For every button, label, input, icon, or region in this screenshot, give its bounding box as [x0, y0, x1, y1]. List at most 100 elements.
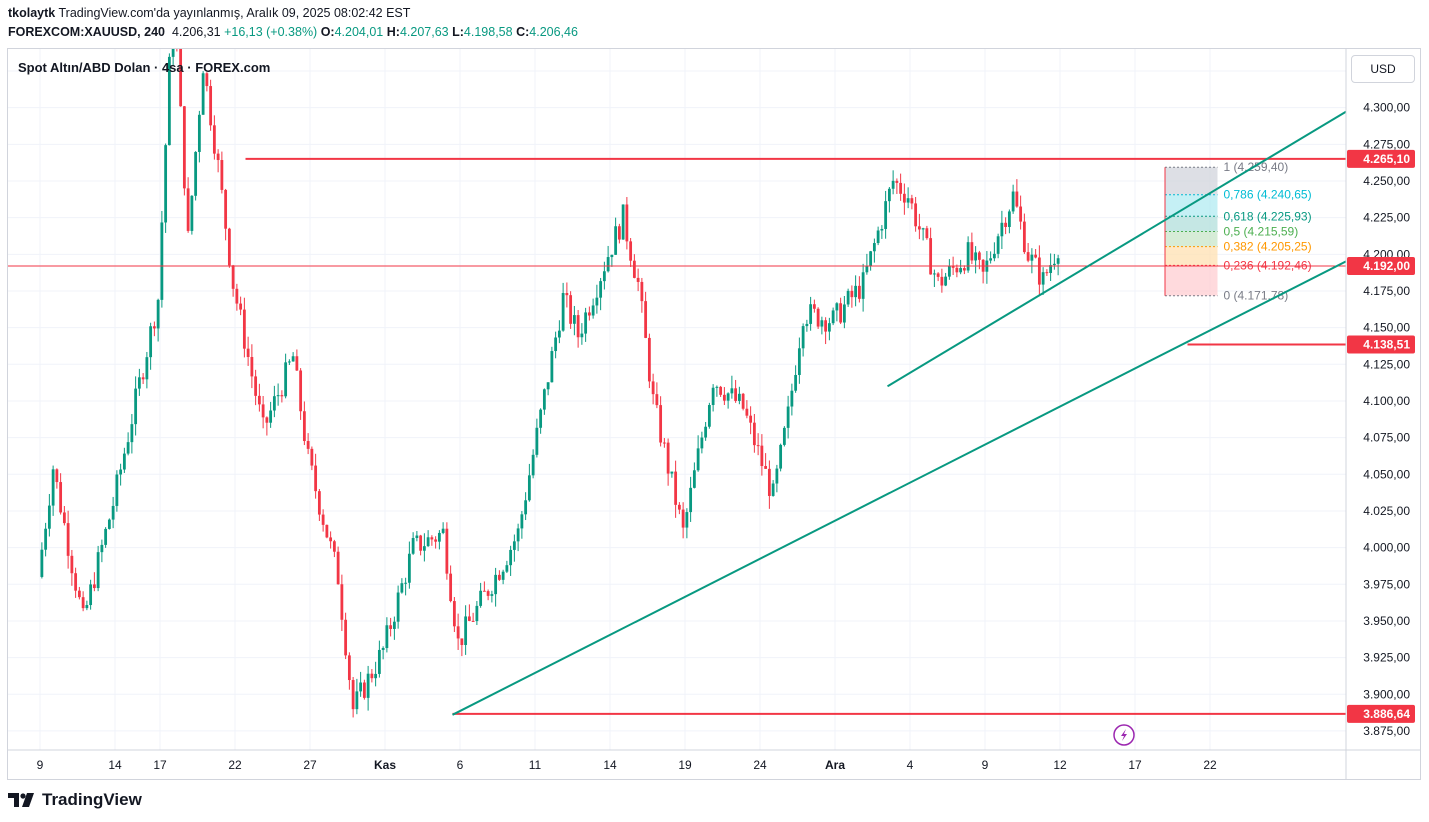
candle-body: [115, 474, 119, 506]
candle-body: [704, 426, 708, 438]
candle-body: [929, 238, 933, 275]
candle-body: [246, 348, 250, 358]
candle-body: [524, 500, 528, 515]
candle-body: [467, 616, 471, 621]
candle-body: [389, 625, 393, 629]
high-value: 4.207,63: [399, 25, 449, 39]
candle-body: [771, 483, 775, 496]
candle-body: [70, 555, 74, 574]
candle-body: [175, 0, 178, 48]
candle-body: [359, 682, 363, 692]
candle-body: [606, 257, 610, 272]
candle-body: [227, 228, 231, 266]
horizontal-lines: [8, 157, 1346, 715]
candle-body: [719, 386, 723, 395]
candle-body: [494, 574, 498, 595]
candle-body: [381, 648, 385, 650]
candle-body: [497, 574, 501, 580]
candle-body: [411, 538, 415, 554]
candle-body: [257, 395, 261, 405]
grid-lines: [8, 49, 1346, 750]
candle-body: [962, 268, 966, 271]
candle-body: [1049, 265, 1053, 273]
candle-body: [100, 544, 104, 553]
candle-body: [171, 49, 175, 57]
price-tick-label: 4.150,00: [1363, 321, 1410, 335]
candle-body: [535, 427, 539, 455]
candle-body: [659, 405, 663, 443]
symbol-label[interactable]: FOREXCOM:XAUUSD, 240: [8, 25, 165, 39]
time-tick-label: 24: [753, 758, 767, 772]
candle-body: [74, 573, 78, 591]
candle-body: [269, 410, 273, 423]
candle-body: [554, 337, 558, 352]
time-tick-label: 12: [1053, 758, 1067, 772]
candle-body: [677, 504, 681, 510]
fib-band: [1165, 246, 1218, 266]
candle-body: [137, 377, 141, 389]
candle-body: [572, 315, 576, 324]
candle-body: [839, 303, 843, 323]
candle-body: [831, 310, 835, 324]
brand-name: TradingView: [42, 790, 142, 809]
candle-body: [302, 411, 306, 442]
candle-body: [220, 160, 224, 190]
candle-body: [479, 590, 483, 606]
price-tick-label: 3.975,00: [1363, 577, 1410, 591]
price-tick-label: 4.125,00: [1363, 357, 1410, 371]
candle-body: [730, 388, 734, 394]
candle-body: [212, 125, 216, 154]
candle-body: [617, 226, 621, 240]
candle-body: [92, 584, 96, 589]
candle-body: [914, 203, 918, 227]
candle-body: [846, 290, 850, 305]
candle-body: [621, 204, 625, 240]
candle-body: [340, 584, 344, 620]
candle-body: [910, 198, 914, 204]
candle-body: [595, 297, 599, 306]
candle-body: [681, 509, 685, 528]
candle-body: [505, 565, 509, 572]
candle-body: [565, 293, 569, 296]
author-name[interactable]: tkolaytk: [8, 6, 56, 20]
candle-body: [700, 437, 704, 449]
candle-body: [452, 601, 456, 627]
candle-body: [374, 673, 378, 679]
time-tick-label: 27: [303, 758, 317, 772]
candle-body: [737, 393, 741, 401]
fib-band: [1165, 216, 1218, 232]
candle-body: [66, 523, 70, 556]
currency-button[interactable]: USD: [1351, 55, 1415, 83]
candle-body: [141, 377, 145, 380]
candle-body: [587, 312, 591, 316]
time-tick-label: 6: [457, 758, 464, 772]
candle-body: [539, 409, 543, 428]
candle-body: [51, 469, 55, 506]
candle-body: [640, 281, 644, 302]
candle-body: [59, 482, 63, 513]
candle-body: [591, 305, 595, 316]
candle-body: [651, 381, 655, 395]
candle-body: [835, 303, 839, 311]
tradingview-logo[interactable]: TradingView: [8, 790, 142, 810]
candle-body: [366, 673, 370, 698]
candle-body: [156, 299, 160, 329]
candle-body: [1041, 272, 1045, 285]
candle-body: [160, 222, 164, 300]
candle-body: [842, 304, 846, 323]
candle-body: [355, 691, 359, 710]
candle-body: [501, 571, 505, 580]
candle-body: [1056, 258, 1060, 264]
price-change: +16,13 (+0.38%): [224, 25, 318, 39]
candle-body: [407, 553, 411, 583]
time-tick-label: 14: [108, 758, 122, 772]
price-tick-label: 3.950,00: [1363, 614, 1410, 628]
candle-body: [1045, 272, 1049, 274]
candle-body: [715, 386, 719, 388]
price-tick-label: 4.050,00: [1363, 467, 1410, 481]
last-price: 4.206,31: [171, 25, 221, 39]
candle-body: [295, 356, 299, 371]
candle-body: [992, 253, 996, 259]
candle-body: [216, 153, 220, 161]
